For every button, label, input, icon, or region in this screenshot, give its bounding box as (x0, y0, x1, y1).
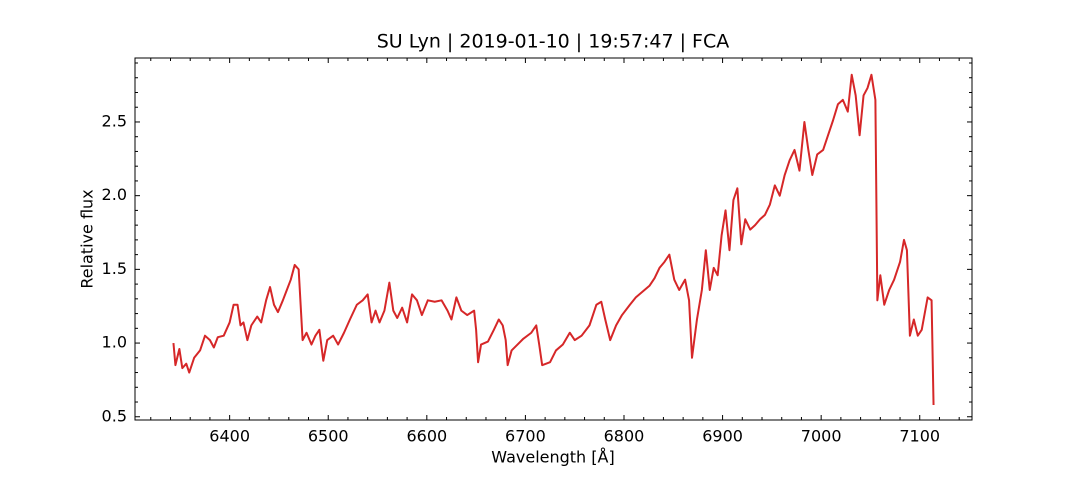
spectrum-line (172, 73, 935, 405)
x-tick-label: 6900 (702, 427, 743, 446)
x-axis-label: Wavelength [Å] (491, 448, 614, 467)
x-tick-label: 6400 (209, 427, 250, 446)
chart-title: SU Lyn | 2019-01-10 | 19:57:47 | FCA (377, 31, 730, 53)
x-tick-label: 6500 (308, 427, 349, 446)
x-tick-label: 7000 (801, 427, 842, 446)
x-tick-label: 6700 (505, 427, 546, 446)
y-axis-label: Relative flux (78, 189, 97, 288)
y-tick-label: 2.5 (102, 111, 127, 130)
plot-frame (134, 57, 973, 421)
y-tick-label: 1.0 (102, 333, 127, 352)
x-tick-label: 6600 (406, 427, 447, 446)
y-tick-label: 1.5 (102, 259, 127, 278)
x-tick-label: 7100 (899, 427, 940, 446)
x-tick-label: 6800 (604, 427, 645, 446)
y-tick-label: 0.5 (102, 406, 127, 425)
y-tick-label: 2.0 (102, 185, 127, 204)
